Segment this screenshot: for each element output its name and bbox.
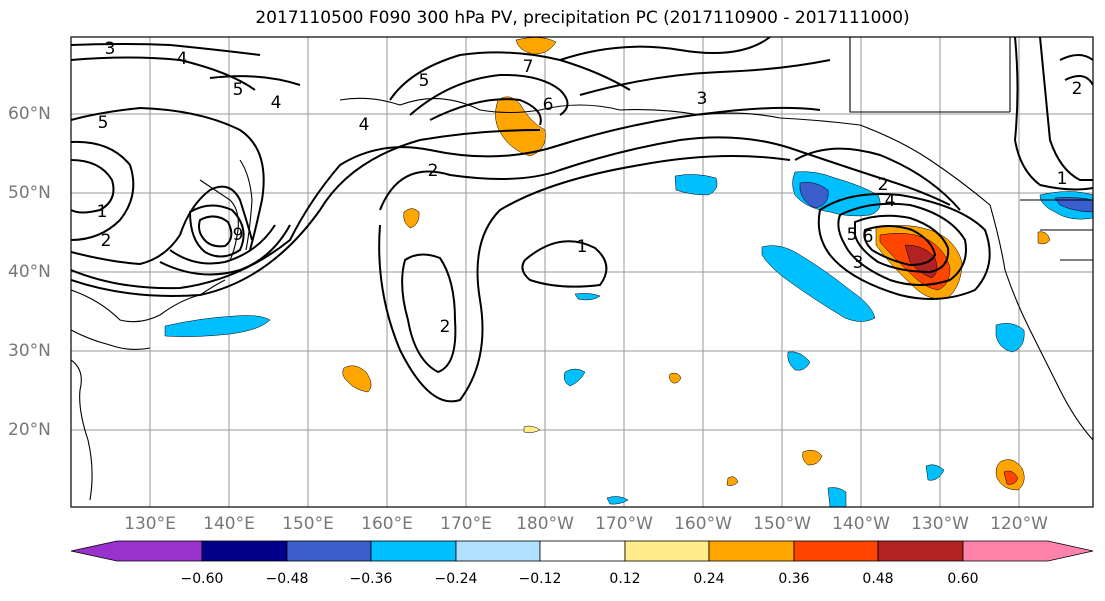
lon-label: 130°W: [911, 514, 969, 534]
lon-label: 140°W: [832, 514, 890, 534]
lat-label: 30°N: [8, 341, 51, 361]
lon-label: 120°W: [990, 514, 1048, 534]
pv-contour-label: 2: [428, 161, 439, 181]
pv-contour-label: 3: [853, 253, 864, 273]
pv-contour-label: 2: [101, 231, 112, 251]
lon-label: 160°W: [674, 514, 732, 534]
lon-label: 140°E: [203, 514, 255, 534]
pv-contour-label: 9: [233, 225, 244, 245]
colorbar-tick-label: −0.24: [434, 571, 478, 587]
lat-label: 40°N: [8, 262, 51, 282]
pv-contours: [71, 37, 1093, 403]
graticule: [71, 37, 1093, 507]
pv-contour-label: 5: [847, 225, 858, 245]
colorbar-tick-label: 0.24: [693, 571, 725, 587]
pv-contour-label: 2: [1072, 79, 1083, 99]
lon-label: 180°W: [516, 514, 574, 534]
colorbar-segment: [455, 540, 541, 562]
pv-contour-label: 1: [577, 237, 588, 257]
pv-contour-label: 4: [177, 49, 188, 69]
colorbar-tick-label: −0.12: [518, 571, 562, 587]
pv-contour-label: 1: [1057, 169, 1068, 189]
pv-contour-label: 2: [878, 175, 889, 195]
pv-contour-label: 3: [105, 39, 116, 59]
lon-label: 150°E: [282, 514, 334, 534]
colorbar-segment: [962, 540, 1094, 562]
colorbar-segment: [708, 540, 795, 562]
lon-label: 170°E: [440, 514, 492, 534]
pv-contour-label: 3: [697, 89, 708, 109]
colorbar-segment: [370, 540, 457, 562]
pv-contour-label: 5: [233, 80, 244, 100]
colorbar-segment: [793, 540, 879, 562]
pv-contour-label: 5: [419, 71, 430, 91]
coastlines: [71, 37, 1093, 501]
pv-contour-label: 6: [863, 227, 874, 247]
map-frame: [70, 36, 1094, 508]
lon-label: 150°W: [753, 514, 811, 534]
pv-contour-labels: 3 4 5 5 1 2 9 5 4 2 7 6 3 1 2 2 4 5 6 3 …: [97, 39, 1083, 337]
colorbar-segment: [286, 540, 372, 562]
lat-label: 50°N: [8, 183, 51, 203]
colorbar-tick-label: 0.36: [778, 571, 810, 587]
colorbar-tick-label: −0.36: [349, 571, 393, 587]
colorbar: [70, 540, 1094, 562]
colorbar-segment: [539, 540, 626, 562]
colorbar-tick-label: 0.12: [609, 571, 641, 587]
colorbar-segment: [201, 540, 288, 562]
pv-contour-label: 5: [98, 113, 109, 133]
pv-contour-label: 1: [97, 202, 108, 222]
lon-label: 160°E: [361, 514, 413, 534]
pv-contour-label: 4: [271, 93, 282, 113]
lon-label: 170°W: [595, 514, 653, 534]
pv-contour-label: 4: [359, 115, 370, 135]
colorbar-tick-label: 0.48: [862, 571, 894, 587]
pv-contour-label: 7: [523, 57, 534, 77]
colorbar-segment: [70, 540, 203, 562]
map-title: 2017110500 F090 300 hPa PV, precipitatio…: [255, 8, 910, 28]
colorbar-tick-label: 0.60: [947, 571, 979, 587]
pv-contour-label: 2: [440, 317, 451, 337]
colorbar-segment: [877, 540, 964, 562]
colorbar-tick-label: −0.60: [180, 571, 224, 587]
lat-label: 20°N: [8, 420, 51, 440]
precipitation-shading: [164, 37, 1093, 507]
pv-contour-label: 6: [543, 95, 554, 115]
pv-contour-label: 4: [885, 191, 896, 211]
lat-label: 60°N: [8, 104, 51, 124]
colorbar-tick-label: −0.48: [265, 571, 309, 587]
lon-label: 130°E: [124, 514, 176, 534]
colorbar-segment: [624, 540, 710, 562]
